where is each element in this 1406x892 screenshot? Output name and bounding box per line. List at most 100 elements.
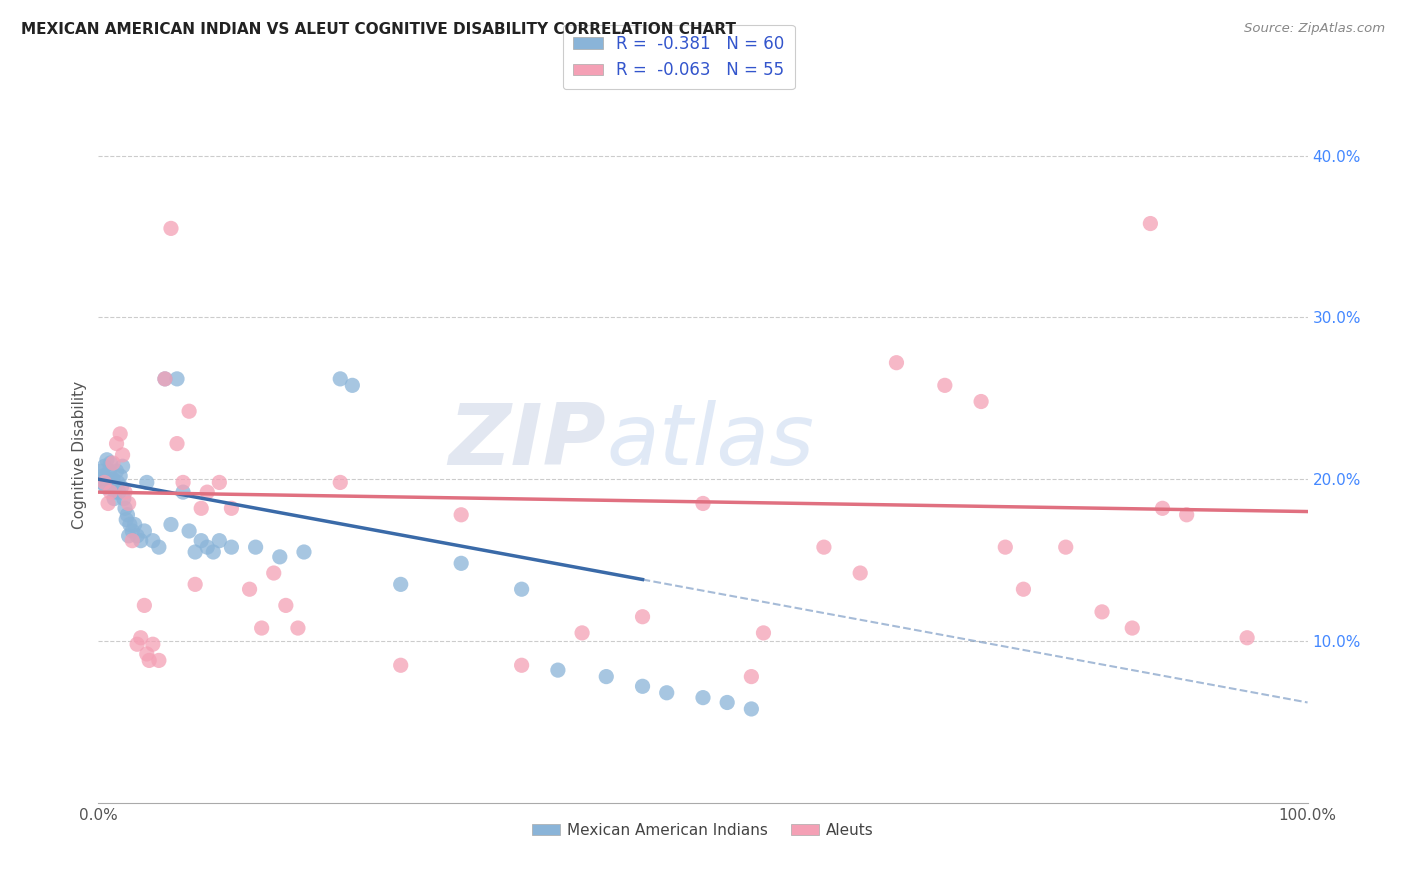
Point [450,508,472,522]
Point [111,459,134,474]
Point [121,524,143,538]
Text: MEXICAN AMERICAN INDIAN VS ALEUT COGNITIVE DISABILITY CORRELATION CHART: MEXICAN AMERICAN INDIAN VS ALEUT COGNITI… [21,22,737,37]
Point [221,501,243,516]
Point [127,529,149,543]
Point [752,626,775,640]
Point [166,372,188,386]
Point [142,637,165,651]
Point [91,475,114,490]
Point [692,496,714,510]
Point [124,517,146,532]
Point [813,540,835,554]
Point [886,356,908,370]
Point [250,621,273,635]
Point [716,696,738,710]
Point [571,626,593,640]
Point [1091,605,1114,619]
Point [692,690,714,705]
Point [195,540,218,554]
Point [97,472,120,486]
Point [160,517,183,532]
Point [450,557,472,571]
Point [134,599,156,613]
Point [655,686,678,700]
Point [184,545,207,559]
Point [134,524,156,538]
Point [127,637,149,651]
Point [148,653,170,667]
Point [94,480,117,494]
Point [195,485,218,500]
Point [1121,621,1143,635]
Point [269,549,291,564]
Point [184,577,207,591]
Point [631,609,654,624]
Point [849,566,872,580]
Point [101,472,124,486]
Point [93,475,115,490]
Point [208,533,231,548]
Point [179,404,201,418]
Text: ZIP: ZIP [449,400,606,483]
Point [153,372,176,386]
Point [112,491,135,506]
Point [329,475,352,490]
Point [100,480,122,494]
Point [172,485,194,500]
Legend: Mexican American Indians, Aleuts: Mexican American Indians, Aleuts [526,817,880,844]
Point [101,456,124,470]
Point [292,545,315,559]
Point [105,464,128,478]
Point [1054,540,1077,554]
Point [98,464,121,478]
Point [108,485,131,500]
Point [994,540,1017,554]
Point [1012,582,1035,597]
Point [263,566,285,580]
Point [107,475,129,490]
Point [1139,217,1161,231]
Point [135,647,157,661]
Point [208,475,231,490]
Point [100,456,122,470]
Text: Source: ZipAtlas.com: Source: ZipAtlas.com [1244,22,1385,36]
Point [190,501,212,516]
Point [96,452,118,467]
Point [1152,501,1174,516]
Point [970,394,993,409]
Point [117,508,139,522]
Point [172,475,194,490]
Point [114,485,136,500]
Point [202,545,225,559]
Point [1236,631,1258,645]
Point [547,663,569,677]
Point [190,533,212,548]
Point [100,485,122,500]
Point [166,436,188,450]
Point [274,599,297,613]
Point [108,469,131,483]
Point [114,501,136,516]
Point [389,658,412,673]
Point [934,378,956,392]
Point [90,464,112,478]
Point [342,378,364,392]
Point [160,221,183,235]
Point [631,679,654,693]
Point [740,702,762,716]
Point [221,540,243,554]
Point [389,577,412,591]
Point [118,529,141,543]
Point [89,472,111,486]
Point [118,496,141,510]
Point [129,631,152,645]
Point [595,670,617,684]
Point [97,496,120,510]
Point [1175,508,1198,522]
Text: atlas: atlas [606,400,814,483]
Point [118,517,141,532]
Point [510,582,533,597]
Point [103,491,125,506]
Point [110,480,132,494]
Point [740,670,762,684]
